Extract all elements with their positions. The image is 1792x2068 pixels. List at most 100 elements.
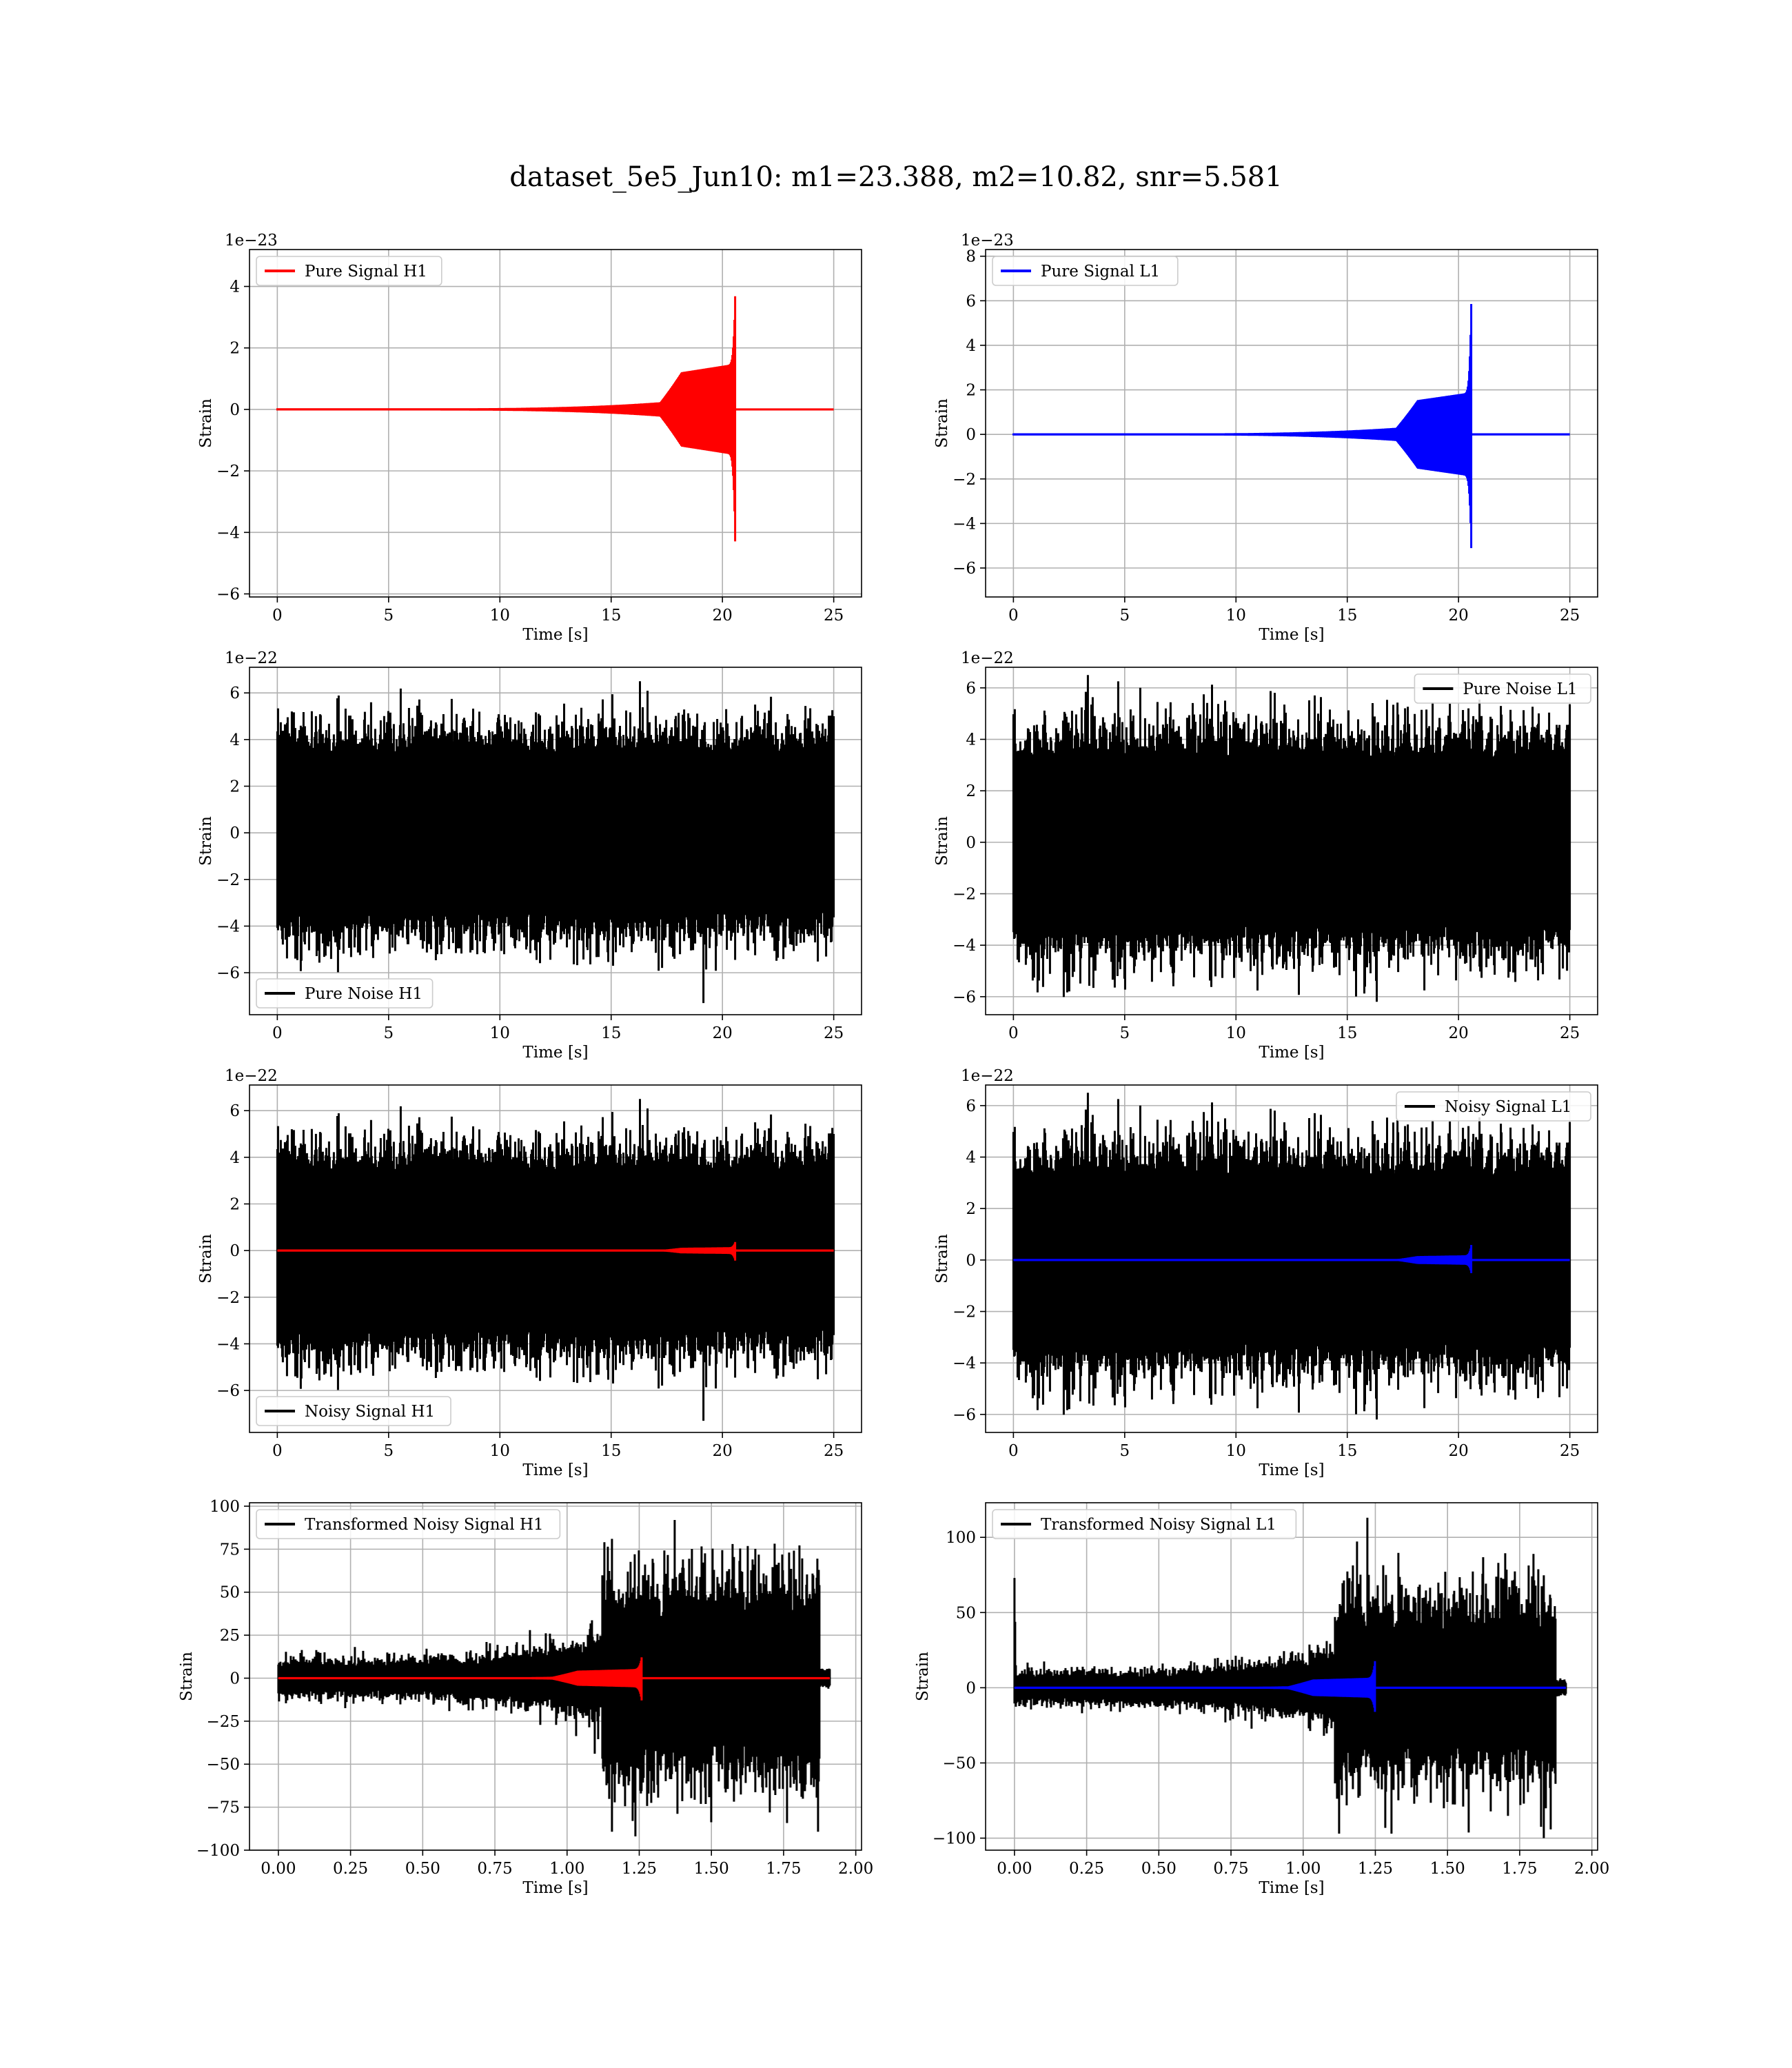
subplot-transformed-noisy-signal-l1: 0.00 0.25 0.50 0.75 1.00 1.25 1.50 1.75 2.00 Time… xyxy=(914,1502,1609,1897)
x-tick-label: 1.50 xyxy=(1430,1860,1465,1878)
subplot-transformed-noisy-signal-h1: 0.00 0.25 0.50 0.75 1.00 1.25 1.50 1.75 2.00 Time… xyxy=(178,1498,873,1897)
series-overlay-1 xyxy=(277,1657,830,1701)
y-axis-label: Strain xyxy=(933,398,951,448)
x-tick-label: 0.75 xyxy=(477,1860,512,1878)
legend-label: Noisy Signal L1 xyxy=(1445,1098,1571,1116)
y-tick-label: −6 xyxy=(216,964,240,982)
series-pure-noise-l1 xyxy=(1012,675,1571,1002)
y-tick-label: 0 xyxy=(230,401,240,419)
legend-frame xyxy=(1414,673,1591,704)
axes-frame xyxy=(249,667,862,1015)
x-tick-label: 0.50 xyxy=(405,1860,440,1878)
legend: Pure Signal L1 xyxy=(992,256,1179,286)
plot-area xyxy=(1013,1517,1567,1838)
y-axis-label: Strain xyxy=(197,1234,215,1284)
y-tick-label: 100 xyxy=(946,1529,976,1547)
x-tick-label: 5 xyxy=(383,1442,394,1460)
y-tick-label: −6 xyxy=(953,560,976,578)
series-pure-noise-h1 xyxy=(276,681,835,1004)
y-tick-label: −50 xyxy=(942,1754,976,1772)
x-tick-label: 0.75 xyxy=(1213,1860,1248,1878)
y-tick-label: 2 xyxy=(966,782,976,800)
y-tick-label: 0 xyxy=(230,1242,240,1260)
y-tick-label: 2 xyxy=(966,382,976,400)
y-tick-label: −6 xyxy=(216,586,240,604)
y-tick-label: −6 xyxy=(953,1406,976,1424)
y-tick-label: −2 xyxy=(216,871,240,889)
x-tick-label: 1.00 xyxy=(1285,1860,1321,1878)
y-axis: −6 −4 −2 0 2 4 6 Strain xyxy=(933,1097,986,1424)
legend-frame xyxy=(256,256,442,286)
series-overlay-1 xyxy=(276,1241,834,1261)
legend: Noisy Signal L1 xyxy=(1396,1091,1591,1122)
x-tick-label: 20 xyxy=(713,607,733,625)
x-tick-label: 0.25 xyxy=(1069,1860,1104,1878)
subplot-noisy-signal-l1: 0 5 10 15 20 25 Time [s] −6 −4 −2 0 2 4 6 Strain 1e−22 N… xyxy=(933,1067,1598,1479)
x-tick-label: 10 xyxy=(490,1442,510,1460)
y-tick-label: 2 xyxy=(230,1196,240,1214)
x-axis: 0 5 10 15 20 25 Time [s] xyxy=(272,597,844,644)
x-tick-label: 0 xyxy=(272,1024,283,1042)
y-tick-label: −2 xyxy=(216,1289,240,1307)
series-pure-signal-h1 xyxy=(276,296,834,542)
y-offset-text: 1e−22 xyxy=(225,649,278,667)
y-tick-label: 50 xyxy=(956,1604,976,1622)
y-axis-label: Strain xyxy=(197,398,215,448)
x-tick-label: 1.75 xyxy=(766,1860,801,1878)
y-axis: −6 −4 −2 0 2 4 6 Strain xyxy=(197,685,250,982)
y-axis: −100 −50 0 50 100 Strain xyxy=(914,1529,986,1848)
axes-frame xyxy=(985,249,1598,598)
y-tick-label: 75 xyxy=(220,1541,240,1559)
y-tick-label: 25 xyxy=(220,1627,240,1645)
axes-frame xyxy=(249,249,862,598)
legend-label: Pure Noise L1 xyxy=(1463,680,1577,698)
y-tick-label: 4 xyxy=(966,1149,976,1167)
y-tick-label: 2 xyxy=(230,340,240,358)
x-tick-label: 25 xyxy=(1560,1024,1580,1042)
x-axis: 0 5 10 15 20 25 Time [s] xyxy=(272,1015,844,1062)
legend-label: Noisy Signal H1 xyxy=(305,1403,435,1421)
x-tick-label: 0 xyxy=(1008,607,1019,625)
y-tick-label: −25 xyxy=(206,1713,240,1731)
y-tick-label: −2 xyxy=(953,886,976,904)
y-axis: −6 −4 −2 0 2 4 6 8 Strain xyxy=(933,248,986,578)
legend: Noisy Signal H1 xyxy=(256,1396,451,1426)
x-tick-label: 20 xyxy=(713,1024,733,1042)
y-tick-label: −6 xyxy=(216,1382,240,1400)
y-tick-label: −4 xyxy=(216,1335,240,1353)
y-tick-label: 2 xyxy=(966,1200,976,1218)
y-offset-text: 1e−22 xyxy=(961,649,1014,667)
y-tick-label: −75 xyxy=(206,1799,240,1817)
subplot-pure-noise-l1: 0 5 10 15 20 25 Time [s] −6 −4 −2 0 2 4 6 Strain 1e−22 P… xyxy=(933,649,1598,1062)
x-axis-label: Time [s] xyxy=(522,1461,588,1479)
x-tick-label: 0.50 xyxy=(1141,1860,1177,1878)
y-tick-label: 0 xyxy=(230,1670,240,1687)
y-tick-label: 6 xyxy=(966,680,976,698)
y-tick-label: 8 xyxy=(966,248,976,266)
x-tick-label: 5 xyxy=(383,607,394,625)
series-overlay-1 xyxy=(1012,1245,1570,1273)
series-envelope xyxy=(1012,675,1571,1002)
x-axis: 0 5 10 15 20 25 Time [s] xyxy=(1008,1015,1580,1062)
series-envelope xyxy=(1012,1093,1571,1420)
x-axis-label: Time [s] xyxy=(1259,1879,1324,1897)
x-axis: 0.00 0.25 0.50 0.75 1.00 1.25 1.50 1.75 2.00 Time… xyxy=(997,1850,1609,1897)
x-tick-label: 20 xyxy=(1449,1442,1469,1460)
y-tick-label: −4 xyxy=(216,524,240,542)
y-tick-label: 4 xyxy=(230,278,240,296)
series-envelope xyxy=(276,681,835,1004)
subplot-pure-signal-h1: 0 5 10 15 20 25 Time [s] −6 −4 −2 0 2 4 Strain 1e−23 Pu… xyxy=(197,232,862,644)
y-tick-label: 4 xyxy=(966,337,976,355)
x-tick-label: 5 xyxy=(1119,1442,1130,1460)
subplot-pure-noise-h1: 0 5 10 15 20 25 Time [s] −6 −4 −2 0 2 4 6 Strain 1e−22 P… xyxy=(197,649,862,1062)
legend: Pure Noise L1 xyxy=(1414,673,1591,704)
plot-area xyxy=(1012,1093,1571,1420)
y-tick-label: −2 xyxy=(953,1304,976,1321)
x-tick-label: 5 xyxy=(383,1024,394,1042)
y-axis-label: Strain xyxy=(914,1652,932,1701)
y-tick-label: 0 xyxy=(230,824,240,842)
y-axis: −6 −4 −2 0 2 4 6 Strain xyxy=(933,680,986,1006)
y-tick-label: 0 xyxy=(966,1679,976,1697)
x-tick-label: 1.00 xyxy=(549,1860,584,1878)
